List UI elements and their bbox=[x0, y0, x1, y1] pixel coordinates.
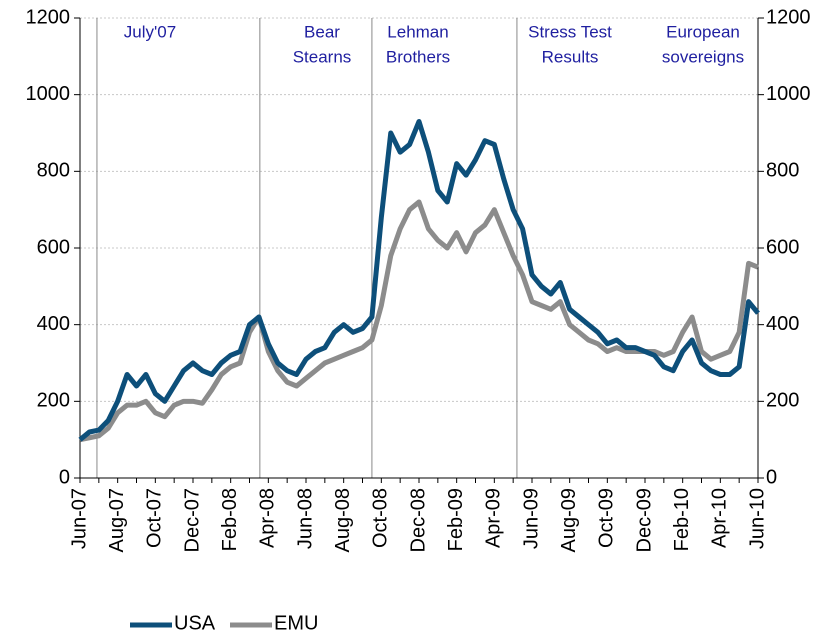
y-tick-label: 400 bbox=[37, 313, 70, 335]
y-tick-label: 0 bbox=[59, 466, 70, 488]
annotation: July'07 bbox=[124, 22, 176, 41]
x-tick-label: Dec-07 bbox=[181, 488, 203, 552]
y-tick-label: 200 bbox=[37, 390, 70, 412]
x-tick-label: Feb-10 bbox=[671, 488, 693, 551]
x-tick-label: Aug-08 bbox=[332, 488, 354, 553]
x-tick-label: Oct-09 bbox=[596, 488, 618, 548]
annotation: Stearns bbox=[293, 47, 352, 66]
annotation: Results bbox=[542, 47, 599, 66]
x-tick-label: Apr-10 bbox=[709, 488, 731, 548]
x-tick-label: Dec-08 bbox=[407, 488, 429, 552]
y-tick-label: 1000 bbox=[26, 83, 71, 105]
legend-label: USA bbox=[174, 612, 216, 634]
x-tick-label: Dec-09 bbox=[633, 488, 655, 552]
y-tick-label: 600 bbox=[37, 236, 70, 258]
x-tick-label: Jun-09 bbox=[520, 488, 542, 549]
x-tick-label: Aug-07 bbox=[106, 488, 128, 553]
annotation: European bbox=[666, 22, 740, 41]
y-tick-label: 800 bbox=[37, 160, 70, 182]
y-tick-label: 1200 bbox=[26, 6, 71, 28]
y2-tick-label: 600 bbox=[766, 236, 799, 258]
annotation: Lehman bbox=[387, 22, 448, 41]
y2-tick-label: 800 bbox=[766, 160, 799, 182]
y2-tick-label: 400 bbox=[766, 313, 799, 335]
x-tick-label: Jun-07 bbox=[68, 488, 90, 549]
annotation: Brothers bbox=[386, 47, 450, 66]
x-tick-label: Jun-08 bbox=[294, 488, 316, 549]
x-tick-label: Feb-09 bbox=[445, 488, 467, 551]
line-series bbox=[78, 119, 760, 442]
annotation: Stress Test bbox=[528, 22, 612, 41]
y2-tick-label: 1200 bbox=[766, 6, 811, 28]
x-tick-label: Oct-08 bbox=[370, 488, 392, 548]
annotation: Bear bbox=[304, 22, 340, 41]
legend-label: EMU bbox=[274, 612, 318, 634]
x-tick-label: Oct-07 bbox=[144, 488, 166, 548]
x-tick-label: Feb-08 bbox=[219, 488, 241, 551]
y2-tick-label: 1000 bbox=[766, 83, 811, 105]
annotation: sovereigns bbox=[662, 47, 744, 66]
x-tick-label: Jun-10 bbox=[746, 488, 768, 549]
y2-tick-label: 0 bbox=[766, 466, 777, 488]
x-tick-label: Apr-09 bbox=[483, 488, 505, 548]
x-tick-label: Aug-09 bbox=[558, 488, 580, 553]
line-series bbox=[79, 199, 759, 443]
y2-tick-label: 200 bbox=[766, 390, 799, 412]
x-tick-label: Apr-08 bbox=[257, 488, 279, 548]
